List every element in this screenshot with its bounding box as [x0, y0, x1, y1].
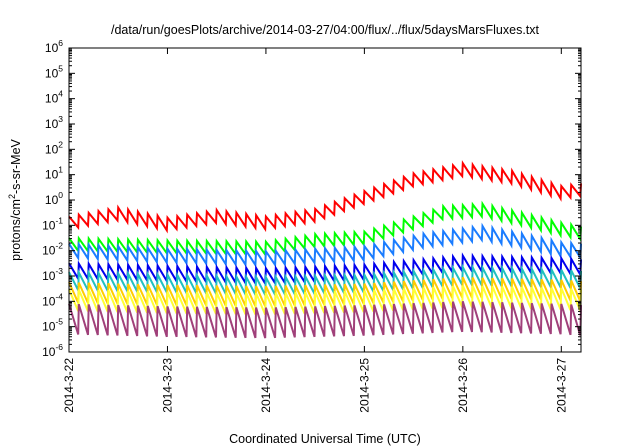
x-tick-label: 2014-3-23	[160, 358, 174, 413]
x-tick-label: 2014-3-26	[456, 358, 470, 413]
series-line-8	[68, 301, 582, 339]
y-tick-label: 10-4	[42, 291, 63, 308]
y-axis-ticks: 106 105 104 103 102 101 100 10-1 10-2 10-3 10-4 10-…	[42, 38, 581, 359]
y-tick-label: 103	[45, 114, 63, 131]
y-axis-label-main: protons/cm	[9, 199, 23, 261]
series-line-7	[68, 285, 582, 315]
y-axis-label: protons/cm2-s-sr-MeV	[7, 138, 23, 260]
y-tick-label: 10-6	[42, 342, 63, 359]
y-axis-label-tail: -s-sr-MeV	[9, 138, 23, 194]
x-tick-label: 2014-3-25	[357, 358, 371, 413]
x-axis-ticks: 2014-3-22 2014-3-23 2014-3-24 2014-3-25 2014…	[62, 48, 568, 413]
chart-title: /data/run/goesPlots/archive/2014-03-27/0…	[111, 23, 540, 37]
plot-frame	[68, 47, 582, 353]
y-tick-label: 10-2	[42, 241, 63, 258]
x-tick-label: 2014-3-27	[554, 358, 568, 413]
y-tick-label: 10-3	[42, 266, 63, 283]
series-layer	[68, 160, 582, 339]
series-line-1	[68, 160, 582, 234]
y-tick-label: 100	[45, 190, 63, 207]
x-tick-label: 2014-3-24	[259, 358, 273, 413]
y-tick-label: 105	[45, 63, 63, 80]
y-tick-label: 102	[45, 139, 63, 156]
x-tick-label: 2014-3-22	[62, 358, 76, 413]
y-tick-label: 10-1	[42, 215, 63, 232]
y-tick-label: 101	[45, 165, 63, 182]
x-axis-label: Coordinated Universal Time (UTC)	[229, 432, 421, 446]
y-tick-label: 106	[45, 38, 63, 55]
y-axis-label-sup: 2	[7, 194, 17, 199]
series-line-3	[68, 222, 582, 269]
y-tick-label: 10-5	[42, 317, 63, 334]
y-tick-label: 104	[45, 89, 63, 106]
